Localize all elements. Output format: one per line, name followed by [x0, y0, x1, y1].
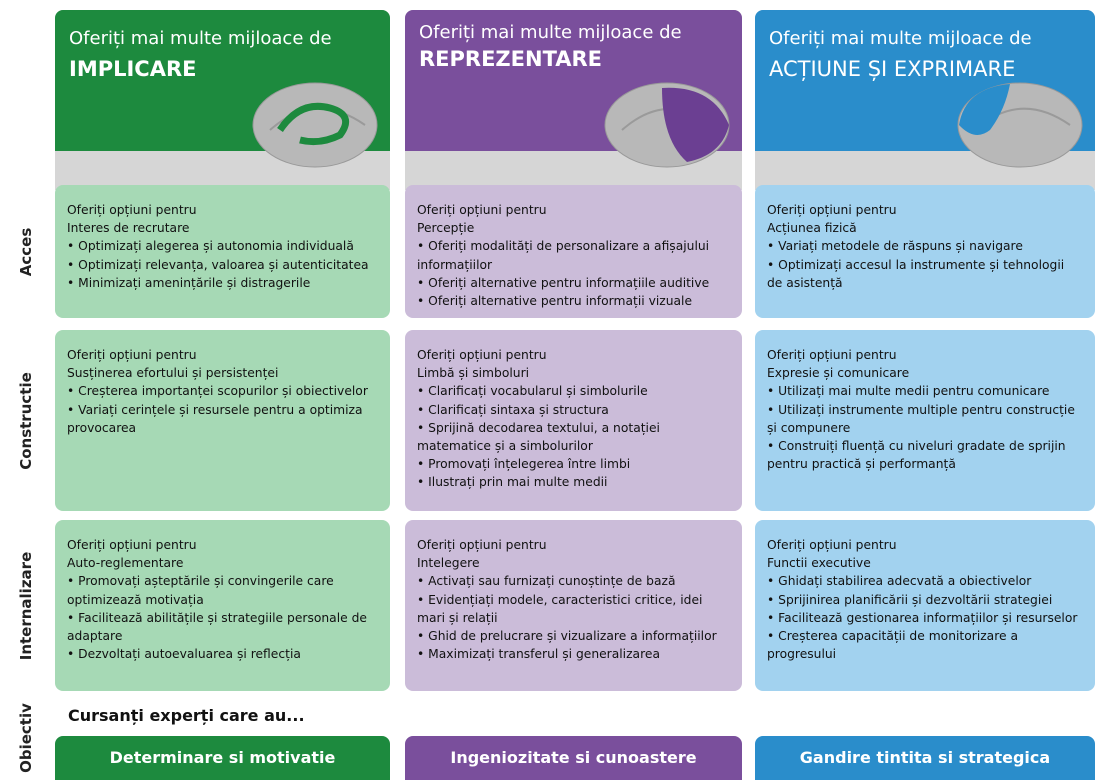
row-label: Acces	[17, 227, 35, 276]
cell-title: Susținerea efortului și persistenței	[67, 366, 279, 381]
header-line1: Oferiți mai multe mijloace de	[69, 28, 332, 49]
bullet: • Variați cerințele și resursele pentru …	[67, 402, 363, 435]
header-line2: IMPLICARE	[69, 57, 197, 81]
bullet: • Utilizați mai multe medii pentru comun…	[767, 384, 1050, 399]
cell-title: Limbă și simboluri	[417, 366, 530, 381]
cell-intro: Oferiți opțiuni pentru	[417, 538, 547, 552]
bullet: • Oferiți modalități de personalizare a …	[417, 239, 710, 272]
cell: Oferiți opțiuni pentru Limbă și simboluri…	[405, 330, 742, 511]
bullet: • Optimizați accesul la instrumente și t…	[767, 257, 1065, 290]
cell-intro: Oferiți opțiuni pentru	[67, 538, 197, 552]
bullet: • Maximizați transferul și generalizarea	[417, 647, 660, 662]
cell: Oferiți opțiuni pentru Susținerea efortul…	[55, 330, 390, 511]
bullet: • Optimizați relevanța, valoarea și aute…	[67, 257, 369, 272]
brain-icon	[604, 82, 730, 168]
cell-title: Interes de recrutare	[67, 221, 190, 236]
bullet: • Minimizați amenințările și distrageril…	[67, 275, 311, 290]
cell-intro: Oferiți opțiuni pentru	[417, 348, 547, 362]
row-label-box: Acces	[17, 217, 37, 287]
cell-title: Expresie și comunicare	[767, 366, 910, 381]
cell: Oferiți opțiuni pentru Auto-reglementare •…	[55, 520, 390, 691]
cell-title: Acțiunea fizică	[767, 221, 857, 236]
bullet: • Evidențiați modele, caracteristici cri…	[417, 592, 703, 625]
goal: Gandire tintita si strategica	[755, 736, 1095, 780]
bullet: • Promovați înțelegerea între limbi	[417, 457, 631, 472]
row-label: Internalizare	[17, 551, 35, 660]
cell: Oferiți opțiuni pentru Intelegere • Activa…	[405, 520, 742, 691]
bullet: • Promovați așteptările și convingerile …	[67, 574, 334, 607]
column-header: Oferiți mai multe mijloace de REPREZENTAR…	[405, 10, 742, 190]
cell-title: Intelegere	[417, 556, 480, 571]
objective-label: Obiectiv	[17, 703, 35, 773]
objective-label-box: Obiectiv	[17, 698, 37, 778]
bullet: • Utilizați instrumente multiple pentru …	[767, 402, 1075, 435]
cell-intro: Oferiți opțiuni pentru	[767, 348, 897, 362]
bullet: • Oferiți alternative pentru informații …	[417, 294, 693, 309]
bullet: • Ilustrați prin mai multe medii	[417, 475, 608, 490]
bullet: • Variați metodele de răspuns și navigar…	[767, 239, 1023, 254]
goal: Ingeniozitate si cunoastere	[405, 736, 742, 780]
objective-intro-text: Cursanți experți care au...	[68, 706, 305, 725]
goal-text: Determinare si motivatie	[109, 748, 336, 767]
cell-intro: Oferiți opțiuni pentru	[417, 203, 547, 217]
column-header: Oferiți mai multe mijloace de IMPLICARE	[55, 10, 390, 190]
header-line2: ACȚIUNE ȘI EXPRIMARE	[769, 57, 1016, 81]
cell: Oferiți opțiuni pentru Acțiunea fizică • V…	[755, 185, 1095, 318]
bullet: • Optimizați alegerea și autonomia indiv…	[67, 239, 354, 254]
brain-icon	[252, 82, 378, 168]
bullet: • Construiți fluență cu niveluri gradate…	[767, 439, 1066, 472]
header-line1: Oferiți mai multe mijloace de	[769, 28, 1032, 49]
bullet: • Clarificați vocabularul și simbolurile	[417, 384, 648, 399]
row-label-box: Constructie	[17, 361, 37, 481]
header-line2: REPREZENTARE	[419, 47, 603, 71]
cell-title: Functii executive	[767, 556, 871, 571]
row-label: Constructie	[17, 371, 35, 470]
bullet: • Ghid de prelucrare și vizualizare a in…	[417, 629, 717, 644]
cell: Oferiți opțiuni pentru Expresie și comuni…	[755, 330, 1095, 511]
cell: Oferiți opțiuni pentru Interes de recruta…	[55, 185, 390, 318]
cell-intro: Oferiți opțiuni pentru	[767, 538, 897, 552]
row-label-box: Internalizare	[17, 541, 37, 671]
bullet: • Clarificați sintaxa și structura	[417, 402, 609, 417]
cell-title: Percepție	[417, 221, 475, 236]
objective-intro: Cursanți experți care au...	[68, 706, 305, 725]
bullet: • Oferiți alternative pentru informațiil…	[417, 275, 710, 290]
bullet: • Ghidați stabilirea adecvată a obiectiv…	[767, 574, 1032, 589]
cell-intro: Oferiți opțiuni pentru	[67, 348, 197, 362]
bullet: • Sprijină decodarea textului, a notație…	[417, 420, 660, 454]
goal-text: Ingeniozitate si cunoastere	[450, 748, 697, 767]
bullet: • Sprijinirea planificării și dezvoltări…	[767, 592, 1053, 607]
bullet: • Facilitează gestionarea informațiilor …	[767, 610, 1078, 625]
cell: Oferiți opțiuni pentru Percepție • Oferiți…	[405, 185, 742, 318]
brain-icon	[957, 82, 1083, 168]
cell-title: Auto-reglementare	[67, 556, 184, 571]
bullet: • Facilitează abilitățile și strategiile…	[67, 610, 367, 644]
bullet: • Dezvoltați autoevaluarea și reflecția	[67, 647, 301, 662]
bullet: • Creșterea importanței scopurilor și ob…	[67, 384, 368, 399]
column-header: Oferiți mai multe mijloace de ACȚIUNE ȘI …	[755, 10, 1095, 190]
goal: Determinare si motivatie	[55, 736, 390, 780]
cell-intro: Oferiți opțiuni pentru	[767, 203, 897, 217]
header-line1: Oferiți mai multe mijloace de	[419, 22, 682, 43]
goal-text: Gandire tintita si strategica	[799, 748, 1051, 767]
cell: Oferiți opțiuni pentru Functii executive •…	[755, 520, 1095, 691]
bullet: • Activați sau furnizați cunoștințe de b…	[417, 574, 676, 589]
cell-intro: Oferiți opțiuni pentru	[67, 203, 197, 217]
bullet: • Creșterea capacității de monitorizare …	[767, 629, 1019, 662]
